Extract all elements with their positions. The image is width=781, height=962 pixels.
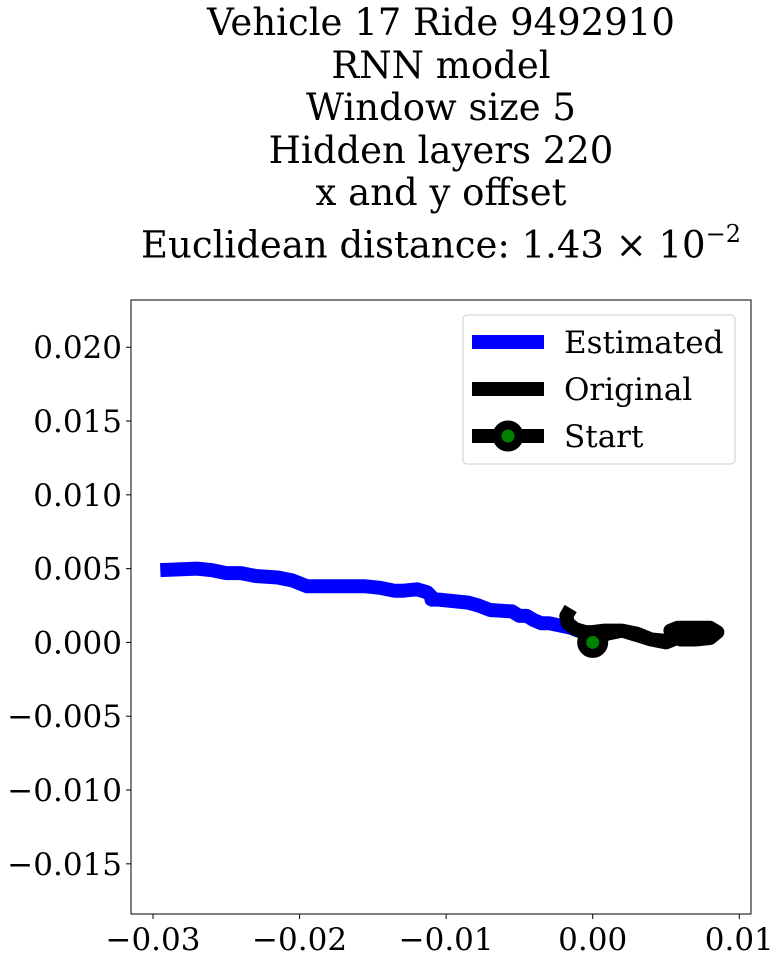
series-line-estimated — [160, 561, 595, 642]
y-tick-label: 0.010 — [33, 478, 122, 514]
title-line-1: Vehicle 17 Ride 9492910 — [207, 1, 675, 44]
y-tick-label: −0.010 — [7, 773, 122, 809]
x-tick-label: −0.01 — [399, 922, 494, 958]
chart-title: Vehicle 17 Ride 9492910 RNN model Window… — [0, 1, 781, 267]
legend-marker-start — [492, 420, 524, 452]
title-line-3: Window size 5 — [306, 86, 576, 129]
x-tick-label: −0.03 — [105, 922, 200, 958]
y-tick-label: 0.005 — [33, 552, 122, 588]
legend-label-start: Start — [564, 419, 644, 455]
title-line-2: RNN model — [331, 43, 551, 87]
x-tick-label: 0.00 — [558, 922, 627, 958]
legend-label-estimated: Estimated — [564, 325, 723, 361]
x-tick-label: −0.02 — [252, 922, 347, 958]
legend-box — [462, 314, 736, 465]
title-line-4: Hidden layers 220 — [268, 128, 614, 172]
y-tick-label: 0.020 — [33, 330, 122, 366]
y-tick-label: −0.015 — [7, 847, 122, 883]
y-tick-label: 0.015 — [33, 404, 122, 440]
title-line-6-text: Euclidean distance: 1.43 × 10 — [141, 222, 706, 266]
start-marker — [577, 626, 609, 658]
y-tick-label: 0.000 — [33, 625, 122, 661]
title-line-6: Euclidean distance: 1.43 × 10−2 — [0, 215, 781, 267]
title-exponent: −2 — [705, 219, 741, 248]
y-tick-label: −0.005 — [7, 699, 122, 735]
plot-area — [130, 299, 752, 915]
title-line-5: x and y offset — [315, 171, 567, 214]
x-tick-label: 0.01 — [705, 922, 774, 958]
legend-label-original: Original — [564, 372, 692, 408]
